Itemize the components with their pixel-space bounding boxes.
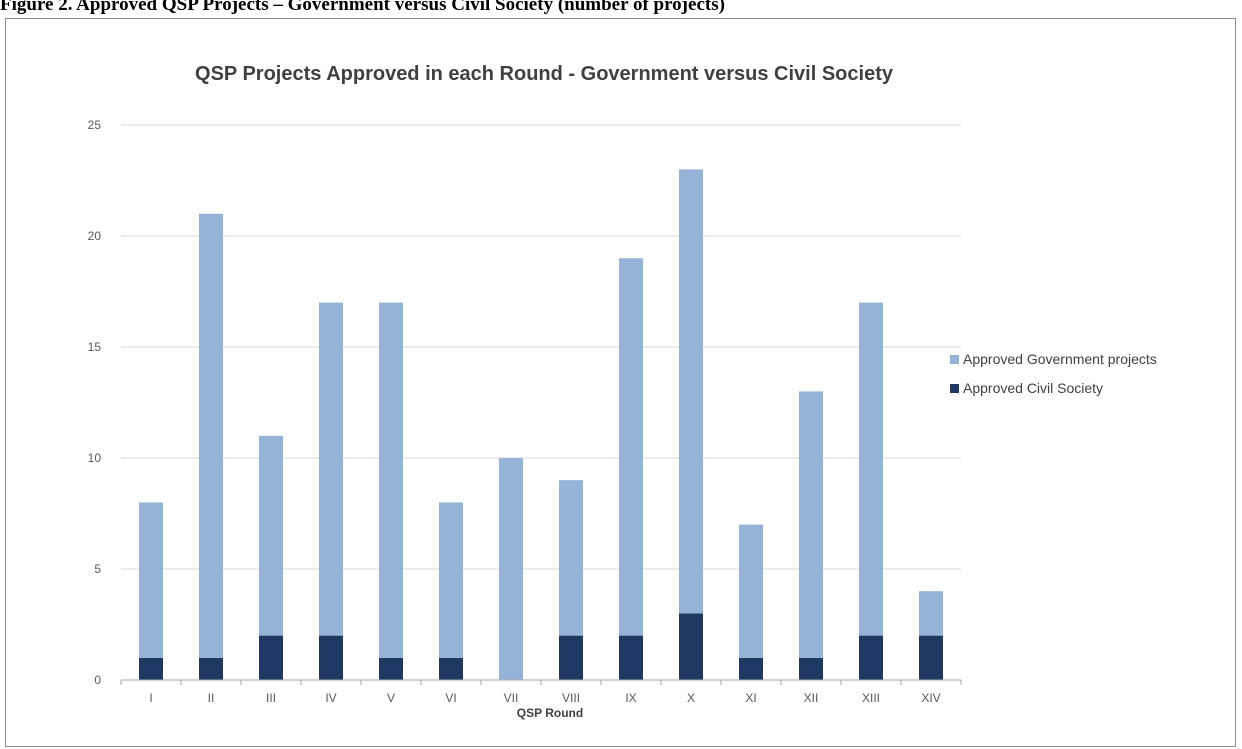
x-tick-label: IX (625, 691, 636, 705)
bar-government-XIV (919, 591, 943, 636)
bar-government-VIII (559, 480, 583, 636)
figure-caption: Figure 2. Approved QSP Projects – Govern… (0, 0, 725, 15)
bar-civil-society-IV (319, 635, 343, 680)
bar-civil-society-VIII (559, 635, 583, 680)
bar-government-VII (499, 458, 523, 680)
legend-swatch (950, 384, 959, 393)
legend: Approved Government projects Approved Civ… (950, 351, 1157, 396)
bar-civil-society-X (679, 613, 703, 680)
gridlines (121, 124, 961, 570)
x-tick-label: I (149, 691, 152, 705)
bar-civil-society-XIII (859, 635, 883, 680)
y-tick-label: 20 (88, 229, 102, 243)
bar-government-IX (619, 258, 643, 636)
y-tick-label: 5 (94, 562, 101, 576)
x-tick-label: III (266, 691, 276, 705)
chart-frame: QSP Projects Approved in each Round - Go… (5, 18, 1236, 747)
bar-government-X (679, 169, 703, 614)
chart-title: QSP Projects Approved in each Round - Go… (195, 63, 894, 85)
bar-civil-society-XII (799, 657, 823, 680)
x-tick-label: II (208, 691, 215, 705)
bar-government-I (139, 502, 163, 658)
bar-government-IV (319, 302, 343, 636)
bar-civil-society-VI (439, 657, 463, 680)
bar-government-II (199, 213, 223, 658)
x-axis-title: QSP Round (517, 706, 583, 720)
y-tick-label: 25 (88, 118, 102, 132)
bar-civil-society-II (199, 657, 223, 680)
legend-label: Approved Civil Society (963, 380, 1103, 396)
bar-civil-society-XI (739, 657, 763, 680)
bar-government-XI (739, 524, 763, 658)
bar-government-XIII (859, 302, 883, 636)
y-tick-label: 0 (94, 673, 101, 687)
x-tick-label: XIII (862, 691, 880, 705)
x-tick-label: XI (745, 691, 756, 705)
bar-civil-society-XIV (919, 635, 943, 680)
legend-swatch (950, 355, 959, 364)
bars (139, 169, 943, 680)
stacked-bar-chart: QSP Projects Approved in each Round - Go… (88, 63, 1157, 720)
legend-label: Approved Government projects (963, 351, 1157, 367)
x-tick-label: X (687, 691, 695, 705)
bar-government-III (259, 435, 283, 636)
bar-civil-society-I (139, 657, 163, 680)
x-tick-label: VIII (562, 691, 580, 705)
bar-government-XII (799, 391, 823, 658)
x-tick-label: XII (804, 691, 819, 705)
y-tick-label: 10 (88, 451, 102, 465)
y-tick-label: 15 (88, 340, 102, 354)
bar-government-V (379, 302, 403, 658)
x-tick-label: IV (325, 691, 336, 705)
bar-civil-society-III (259, 635, 283, 680)
bar-civil-society-V (379, 657, 403, 680)
x-tick-label: VI (445, 691, 456, 705)
x-tick-label: VII (504, 691, 519, 705)
bar-government-VI (439, 502, 463, 658)
bar-civil-society-IX (619, 635, 643, 680)
x-tick-label: XIV (921, 691, 940, 705)
x-tick-label: V (387, 691, 395, 705)
